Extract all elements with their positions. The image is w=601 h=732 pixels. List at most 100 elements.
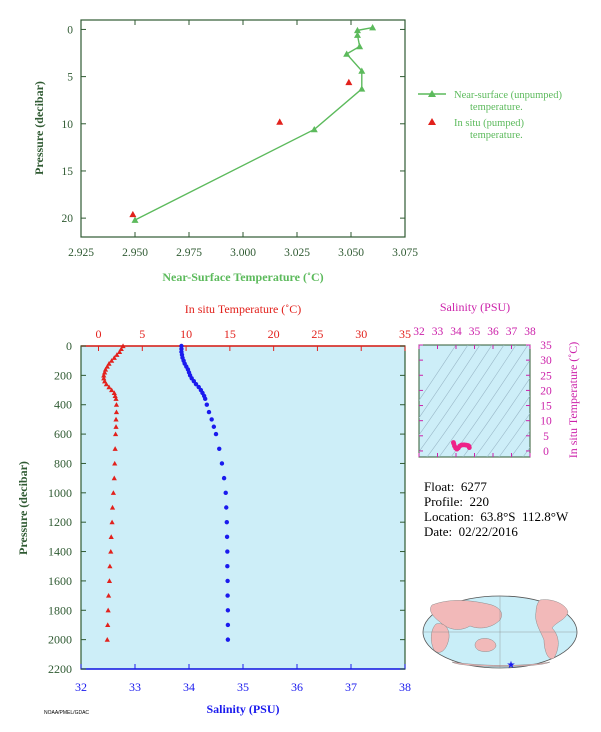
temperature-point — [105, 607, 111, 613]
salinity-point — [206, 409, 212, 415]
density-contour — [486, 395, 530, 457]
temperature-point — [112, 446, 118, 451]
salinity-point — [221, 475, 227, 481]
temperature-point — [109, 504, 116, 510]
unpumped-point — [353, 31, 361, 38]
float-info-panel: Float: 6277 Profile: 220 Location: 63.8°… — [424, 479, 568, 539]
temperature-point — [107, 563, 113, 569]
unpumped-point — [358, 85, 366, 92]
salinity-tick-label: 35 — [237, 680, 249, 694]
credit-label: NOAA/PMEL/GDAC — [44, 710, 90, 716]
salinity-point — [225, 564, 230, 569]
density-contour — [474, 377, 530, 457]
density-contour — [438, 345, 517, 457]
x-tick-label: 3.050 — [338, 247, 364, 259]
x-tick-label: 3.025 — [284, 247, 310, 259]
y-tick-label: 15 — [62, 166, 74, 178]
temperature-point — [102, 378, 108, 384]
temperature-tick-label: 25 — [311, 327, 323, 341]
temperature-point — [116, 349, 123, 354]
unpumped-point — [369, 24, 377, 31]
temperature-tick-label: 15 — [224, 327, 236, 341]
temperature-point — [108, 548, 114, 554]
pressure-tick-label: 600 — [54, 427, 72, 441]
temperature-point — [106, 384, 112, 390]
x-tick-label: 3.075 — [392, 247, 418, 259]
salinity-point — [193, 381, 199, 387]
near-surface-legend: Near-surface (unpumped) temperature. In … — [418, 90, 565, 141]
ts-x-tick-label: 36 — [487, 326, 499, 338]
temperature-point — [109, 387, 115, 393]
legend-label-unpumped: Near-surface (unpumped) temperature. — [454, 90, 565, 113]
map-land-australia — [474, 638, 497, 652]
pressure-tick-label: 1600 — [48, 574, 72, 588]
profile-number: Profile: 220 — [424, 494, 489, 509]
ts-point — [466, 445, 472, 451]
pumped-point — [345, 78, 353, 86]
ts-top-axis-label: Salinity (PSU) — [440, 300, 510, 314]
map-land-antarctica — [451, 661, 551, 667]
salinity-tick-label: 32 — [75, 680, 87, 694]
salinity-point — [224, 534, 230, 540]
density-contour — [510, 430, 530, 457]
temperature-tick-label: 30 — [355, 327, 367, 341]
density-contour — [522, 446, 530, 457]
temperature-point — [114, 352, 120, 357]
temperature-point — [101, 375, 107, 381]
near-surface-chart-frame — [80, 19, 406, 238]
y-tick-label: 10 — [62, 119, 74, 131]
density-contour — [419, 345, 493, 453]
temperature-point — [106, 361, 112, 366]
temperature-point — [104, 363, 110, 369]
profile-bottom-axis-label: Salinity (PSU) — [206, 702, 279, 716]
temperature-point — [102, 366, 109, 372]
temperature-point — [111, 475, 117, 481]
temperature-tick-label: 0 — [96, 327, 102, 341]
pressure-tick-label: 1200 — [48, 515, 72, 529]
salinity-point — [211, 424, 217, 429]
x-tick-label: 2.975 — [176, 247, 202, 259]
profile-top-axis-label: In situ Temperature (˚C) — [185, 302, 302, 316]
density-contour — [583, 325, 601, 457]
ts-x-tick-label: 33 — [432, 326, 444, 338]
legend-triangle-unpumped — [428, 90, 436, 97]
unpumped-point — [356, 42, 364, 50]
salinity-point — [225, 637, 231, 642]
salinity-tick-label: 37 — [345, 680, 357, 694]
map-land-asia-europe — [430, 600, 502, 630]
legend-label-pumped: In situ (pumped) temperature. — [454, 118, 527, 141]
ts-y-tick-label: 10 — [540, 416, 552, 428]
unpumped-point — [131, 216, 139, 223]
temperature-tick-label: 10 — [180, 327, 192, 341]
pumped-point — [129, 210, 137, 218]
x-tick-label: 2.925 — [68, 247, 94, 259]
temperature-point — [105, 592, 112, 598]
temperature-point — [120, 343, 126, 349]
ts-y-tick-label: 5 — [543, 431, 549, 443]
near-surface-x-axis-label: Near-Surface Temperature (˚C) — [162, 270, 323, 284]
ts-x-tick-label: 34 — [450, 326, 462, 338]
temperature-point — [108, 534, 114, 539]
ts-y-tick-label: 35 — [540, 340, 552, 352]
unpumped-point — [358, 67, 366, 74]
salinity-point — [225, 593, 230, 598]
temperature-point — [109, 519, 115, 525]
salinity-point — [213, 431, 219, 437]
x-tick-label: 2.950 — [122, 247, 148, 259]
salinity-point — [225, 608, 231, 613]
temperature-point — [106, 578, 113, 583]
temperature-point — [104, 637, 110, 642]
y-tick-label: 5 — [67, 72, 73, 84]
profile-chart-frame — [80, 345, 406, 670]
unpumped-point — [353, 26, 361, 34]
pressure-tick-label: 1800 — [48, 603, 72, 617]
salinity-tick-label: 33 — [129, 680, 141, 694]
temperature-point — [110, 490, 116, 495]
ts-chart-frame — [418, 344, 531, 458]
map-land-africa — [431, 623, 450, 653]
temperature-point — [105, 622, 111, 628]
temperature-point — [101, 372, 107, 378]
salinity-point — [217, 446, 222, 451]
ts-y-tick-label: 25 — [540, 370, 552, 382]
salinity-tick-label: 38 — [399, 680, 411, 694]
